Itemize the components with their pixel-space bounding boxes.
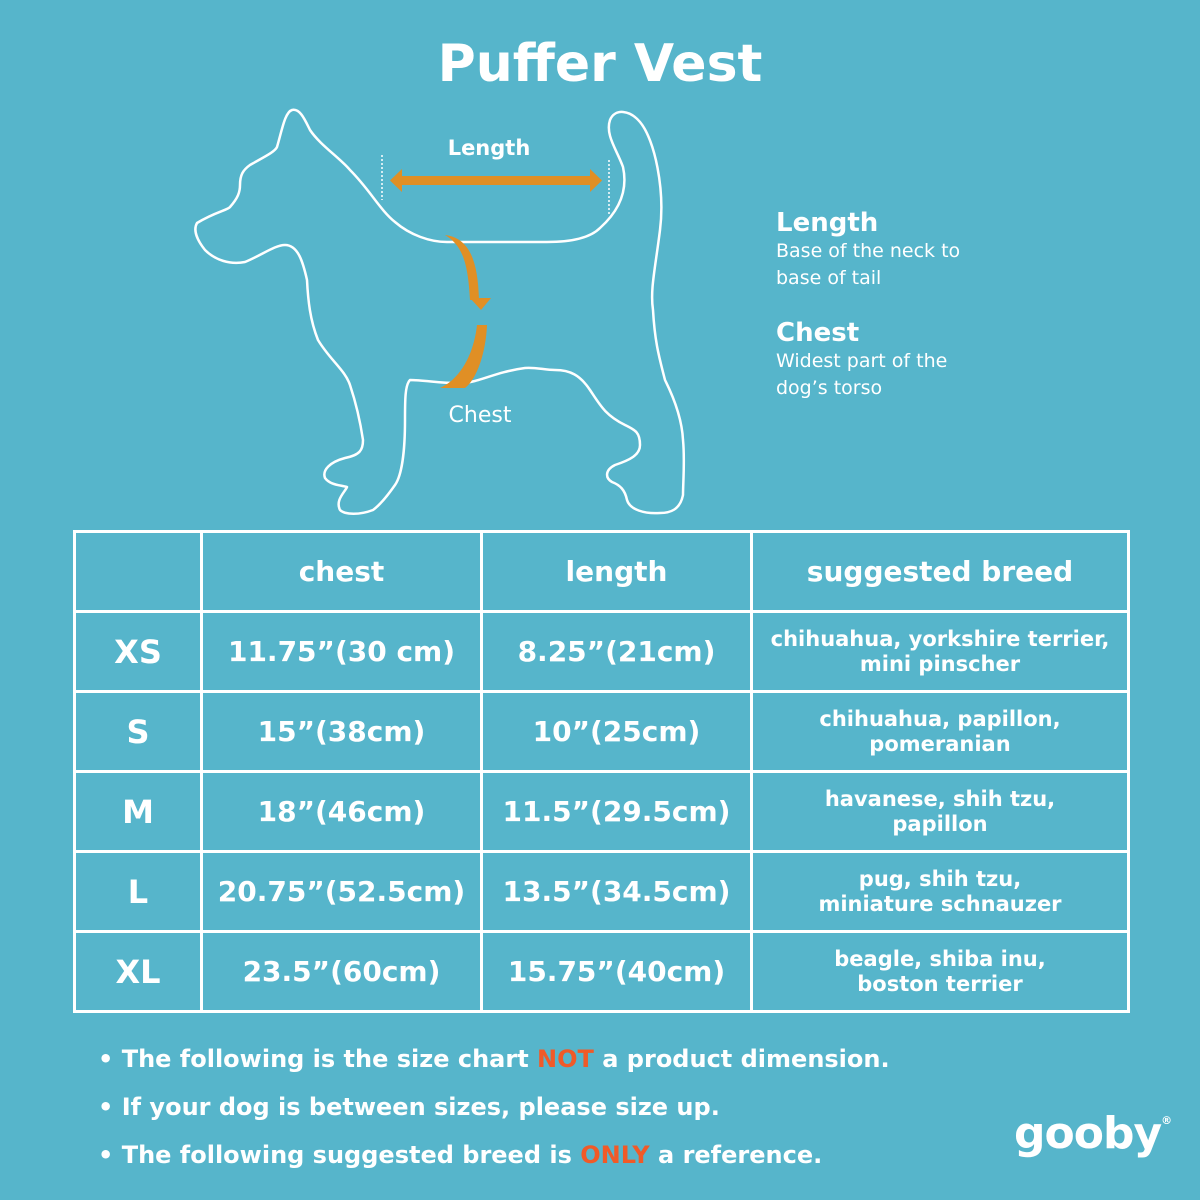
- length-cell: 13.5”(34.5cm): [480, 850, 753, 933]
- size-chart-table: chest length suggested breed XS 11.75”(30…: [73, 530, 1130, 1013]
- length-cell: 11.5”(29.5cm): [480, 770, 753, 853]
- legend-desc: base of tail: [776, 267, 882, 289]
- notes-list: • The following is the size chart NOT a …: [98, 1040, 890, 1184]
- size-cell: XL: [73, 930, 203, 1013]
- table-row: S 15”(38cm) 10”(25cm) chihuahua, papillon, p…: [73, 690, 1130, 773]
- bullet: •: [98, 1141, 114, 1169]
- table-row: L 20.75”(52.5cm) 13.5”(34.5cm) pug, shih tz…: [73, 850, 1130, 933]
- breed-line: pug, shih tzu,: [858, 866, 1022, 891]
- legend-heading: Length: [776, 208, 879, 238]
- note-text: a product dimension.: [593, 1045, 890, 1073]
- breed-cell: beagle, shiba inu, boston terrier: [750, 930, 1130, 1013]
- page-title: Puffer Vest: [437, 34, 763, 94]
- breed-line: beagle, shiba inu,: [834, 946, 1046, 971]
- note-text: If your dog is between sizes, please siz…: [121, 1093, 720, 1121]
- note-item: • If your dog is between sizes, please s…: [98, 1088, 890, 1136]
- note-emphasis: ONLY: [580, 1141, 650, 1169]
- legend-desc: Widest part of the: [776, 350, 948, 372]
- header-chest: chest: [200, 530, 483, 613]
- table-row: XL 23.5”(60cm) 15.75”(40cm) beagle, shiba i…: [73, 930, 1130, 1013]
- gooby-logo: gooby®: [1014, 1108, 1172, 1159]
- table-header-row: chest length suggested breed: [73, 530, 1130, 613]
- header-breed: suggested breed: [750, 530, 1130, 613]
- breed-cell: chihuahua, yorkshire terrier, mini pinsch…: [750, 610, 1130, 693]
- breed-cell: chihuahua, papillon, pomeranian: [750, 690, 1130, 773]
- chest-label: Chest: [449, 403, 512, 428]
- chest-cell: 15”(38cm): [200, 690, 483, 773]
- chest-cell: 23.5”(60cm): [200, 930, 483, 1013]
- chest-cell: 18”(46cm): [200, 770, 483, 853]
- legend-chest: Chest Widest part of the dog’s torso: [776, 318, 947, 402]
- note-text: The following suggested breed is: [121, 1141, 581, 1169]
- bullet: •: [98, 1045, 114, 1073]
- header-cell: [73, 530, 203, 613]
- chest-arrow: [440, 235, 491, 388]
- breed-line: chihuahua, papillon,: [819, 706, 1061, 731]
- header-length: length: [480, 530, 753, 613]
- legend-length: Length Base of the neck to base of tail: [776, 208, 960, 292]
- legend-desc: dog’s torso: [776, 377, 883, 399]
- breed-line: boston terrier: [857, 971, 1023, 996]
- breed-line: havanese, shih tzu,: [824, 786, 1056, 811]
- note-text: The following is the size chart: [121, 1045, 538, 1073]
- size-cell: M: [73, 770, 203, 853]
- chest-cell: 20.75”(52.5cm): [200, 850, 483, 933]
- note-emphasis: NOT: [537, 1045, 594, 1073]
- length-cell: 15.75”(40cm): [480, 930, 753, 1013]
- length-label: Length: [448, 136, 531, 160]
- note-text: a reference.: [649, 1141, 823, 1169]
- table-row: M 18”(46cm) 11.5”(29.5cm) havanese, shih tz…: [73, 770, 1130, 853]
- note-item: • The following is the size chart NOT a …: [98, 1040, 890, 1088]
- length-cell: 10”(25cm): [480, 690, 753, 773]
- size-cell: L: [73, 850, 203, 933]
- breed-line: mini pinscher: [859, 651, 1021, 676]
- logo-text: gooby: [1014, 1108, 1162, 1159]
- dog-measurement-diagram: Length Chest: [194, 108, 686, 515]
- note-item: • The following suggested breed is ONLY …: [98, 1136, 890, 1184]
- chest-cell: 11.75”(30 cm): [200, 610, 483, 693]
- table-row: XS 11.75”(30 cm) 8.25”(21cm) chihuahua, yor…: [73, 610, 1130, 693]
- legend-desc: Base of the neck to: [776, 240, 961, 262]
- dog-outline: [194, 108, 686, 515]
- registered-mark: ®: [1161, 1114, 1172, 1127]
- size-cell: S: [73, 690, 203, 773]
- breed-cell: pug, shih tzu, miniature schnauzer: [750, 850, 1130, 933]
- length-cell: 8.25”(21cm): [480, 610, 753, 693]
- breed-line: papillon: [892, 811, 988, 836]
- size-cell: XS: [73, 610, 203, 693]
- bullet: •: [98, 1093, 114, 1121]
- breed-line: pomeranian: [869, 731, 1011, 756]
- legend-heading: Chest: [776, 318, 860, 348]
- breed-line: miniature schnauzer: [818, 891, 1062, 916]
- breed-cell: havanese, shih tzu, papillon: [750, 770, 1130, 853]
- breed-line: chihuahua, yorkshire terrier,: [770, 626, 1110, 651]
- length-arrow: [390, 169, 602, 192]
